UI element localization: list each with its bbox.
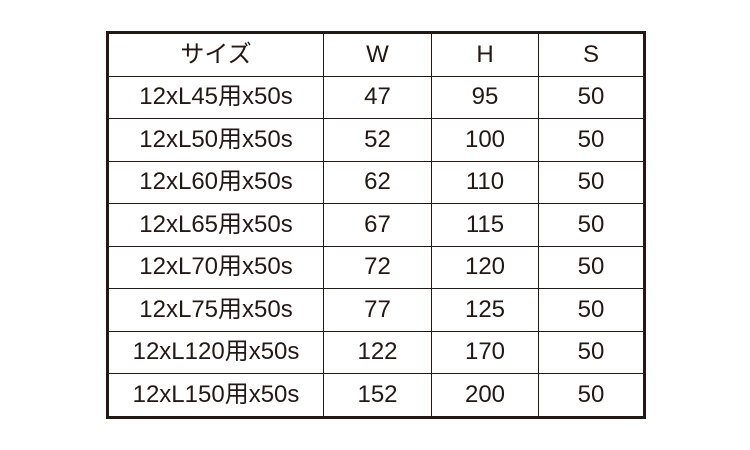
cell-w: 122 (323, 330, 432, 374)
cell-size: 12xL60用x50s (107, 160, 324, 204)
cell-h: 120 (431, 245, 539, 289)
cell-s: 50 (538, 245, 645, 289)
cell-w: 77 (323, 288, 432, 332)
cell-s: 50 (538, 373, 645, 418)
size-table: サイズ W H S 12xL45用x50s 47 95 50 12xL50用x50s 52… (106, 31, 646, 419)
cell-s: 50 (538, 118, 645, 162)
table-row: 12xL70用x50s 72 120 50 (107, 245, 645, 289)
table-row: 12xL65用x50s 67 115 50 (107, 203, 645, 247)
cell-w: 52 (323, 118, 432, 162)
header-size: サイズ (107, 32, 324, 77)
cell-s: 50 (538, 330, 645, 374)
cell-size: 12xL70用x50s (107, 245, 324, 289)
cell-h: 110 (431, 160, 539, 204)
table-row: 12xL45用x50s 47 95 50 (107, 75, 645, 119)
cell-h: 200 (431, 373, 539, 418)
header-s: S (538, 32, 645, 77)
table-row: 12xL150用x50s 152 200 50 (107, 373, 645, 418)
cell-w: 152 (323, 373, 432, 418)
table-row: 12xL75用x50s 77 125 50 (107, 288, 645, 332)
cell-size: 12xL45用x50s (107, 75, 324, 119)
table-row: 12xL120用x50s 122 170 50 (107, 330, 645, 374)
header-h: H (431, 32, 539, 77)
cell-h: 95 (431, 75, 539, 119)
cell-size: 12xL65用x50s (107, 203, 324, 247)
cell-h: 125 (431, 288, 539, 332)
cell-h: 100 (431, 118, 539, 162)
cell-w: 62 (323, 160, 432, 204)
cell-w: 67 (323, 203, 432, 247)
cell-h: 170 (431, 330, 539, 374)
cell-size: 12xL150用x50s (107, 373, 324, 418)
cell-size: 12xL50用x50s (107, 118, 324, 162)
header-row: サイズ W H S (107, 32, 645, 77)
cell-s: 50 (538, 288, 645, 332)
table-row: 12xL50用x50s 52 100 50 (107, 118, 645, 162)
cell-size: 12xL120用x50s (107, 330, 324, 374)
cell-w: 47 (323, 75, 432, 119)
cell-s: 50 (538, 160, 645, 204)
cell-s: 50 (538, 203, 645, 247)
table-row: 12xL60用x50s 62 110 50 (107, 160, 645, 204)
header-w: W (323, 32, 432, 77)
cell-size: 12xL75用x50s (107, 288, 324, 332)
cell-h: 115 (431, 203, 539, 247)
cell-w: 72 (323, 245, 432, 289)
cell-s: 50 (538, 75, 645, 119)
